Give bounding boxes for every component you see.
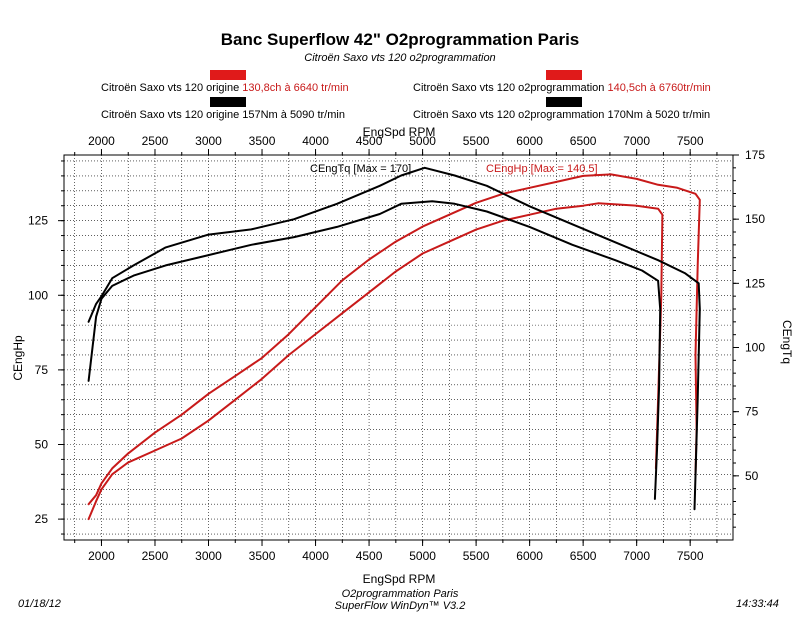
legend-right-hp-swatch [546, 70, 582, 80]
grid [64, 155, 733, 540]
x-tick-label-top: 2500 [142, 134, 169, 148]
x-tick-label-bottom: 4000 [302, 549, 329, 563]
legend-left-hp-name: Citroën Saxo vts 120 origine [101, 82, 240, 94]
y-left-tick-label: 25 [35, 512, 49, 526]
tq-max-annotation: CEngTq [Max = 170] [310, 163, 411, 175]
y-left-tick-label: 125 [28, 214, 48, 228]
legend-left-hp-value: 130,8ch à 6640 tr/min [242, 82, 349, 94]
chart-title: Banc Superflow 42" O2programmation Paris [220, 30, 580, 49]
x-tick-label-top: 6500 [570, 134, 597, 148]
y-right-tick-label: 175 [745, 148, 765, 162]
legend-right-hp-value: 140,5ch à 6760tr/min [607, 82, 711, 94]
y-right-tick-label: 125 [745, 276, 765, 290]
x-tick-label-top: 5000 [409, 134, 436, 148]
plot-series [87, 166, 701, 521]
x-tick-label-bottom: 4500 [356, 549, 383, 563]
x-tick-label-bottom: 6000 [516, 549, 543, 563]
legend-left-tq-swatch [210, 97, 246, 107]
x-tick-label-top: 3000 [195, 134, 222, 148]
x-axis-label-bottom: EngSpd RPM [363, 572, 436, 586]
x-tick-label-bottom: 2500 [142, 549, 169, 563]
x-tick-label-top: 5500 [463, 134, 490, 148]
y-axis-label-left: CEngHp [11, 335, 25, 381]
x-tick-label-bottom: 7500 [677, 549, 704, 563]
legend-left-tq-value: 157Nm à 5090 tr/min [242, 109, 345, 121]
chart-subtitle: Citroën Saxo vts 120 o2programmation [304, 52, 496, 64]
y-axis-label-right: CEngTq [780, 320, 794, 364]
y-left-tick-label: 75 [35, 363, 49, 377]
plot-frame [63, 154, 734, 541]
x-tick-label-top: 7500 [677, 134, 704, 148]
footer-time: 14:33:44 [736, 598, 779, 610]
legend-right-tq-swatch [546, 97, 582, 107]
y-right-tick-label: 75 [745, 405, 759, 419]
series-line-0 [87, 173, 701, 506]
legend-left-hp-swatch [210, 70, 246, 80]
y-right-tick-label: 50 [745, 469, 759, 483]
x-tick-label-bottom: 3500 [249, 549, 276, 563]
legend-right-hp: Citroën Saxo vts 120 o2programmation 140… [413, 82, 711, 94]
x-tick-label-top: 2000 [88, 134, 115, 148]
x-tick-label-bottom: 5000 [409, 549, 436, 563]
x-tick-label-top: 4500 [356, 134, 383, 148]
x-tick-label-bottom: 5500 [463, 549, 490, 563]
legend-left-tq: Citroën Saxo vts 120 origine 157Nm à 509… [101, 109, 345, 121]
y-right-tick-label: 150 [745, 212, 765, 226]
axes: 2000 2000 2500 2500 3000 3000 3500 3500 4000 4000… [28, 134, 765, 563]
x-tick-label-bottom: 3000 [195, 549, 222, 563]
footer-company: O2programmation Paris [341, 588, 459, 600]
legend-left-tq-name: Citroën Saxo vts 120 origine [101, 109, 240, 121]
x-tick-label-top: 7000 [623, 134, 650, 148]
series-line-1 [87, 202, 664, 521]
x-tick-label-bottom: 6500 [570, 549, 597, 563]
legend-right-hp-name: Citroën Saxo vts 120 o2programmation [413, 82, 605, 94]
x-tick-label-bottom: 7000 [623, 549, 650, 563]
x-axis-label-top: EngSpd RPM [363, 125, 436, 139]
y-right-tick-label: 100 [745, 341, 765, 355]
legend-left-hp: Citroën Saxo vts 120 origine 130,8ch à 6… [101, 82, 349, 94]
legend-right-tq-value: 170Nm à 5020 tr/min [607, 109, 711, 121]
x-tick-label-top: 6000 [516, 134, 543, 148]
series-line-2 [87, 166, 701, 511]
footer-software: SuperFlow WinDyn™ V3.2 [334, 600, 466, 612]
footer-date: 01/18/12 [18, 598, 61, 610]
legend-right-tq: Citroën Saxo vts 120 o2programmation 170… [413, 109, 710, 121]
legend-right-tq-name: Citroën Saxo vts 120 o2programmation [413, 109, 605, 121]
hp-max-annotation: CEngHp [Max = 140.5] [486, 163, 598, 175]
y-left-tick-label: 100 [28, 288, 48, 302]
x-tick-label-bottom: 2000 [88, 549, 115, 563]
y-left-tick-label: 50 [35, 437, 49, 451]
series-line-3 [87, 200, 662, 500]
x-tick-label-top: 4000 [302, 134, 329, 148]
x-tick-label-top: 3500 [249, 134, 276, 148]
